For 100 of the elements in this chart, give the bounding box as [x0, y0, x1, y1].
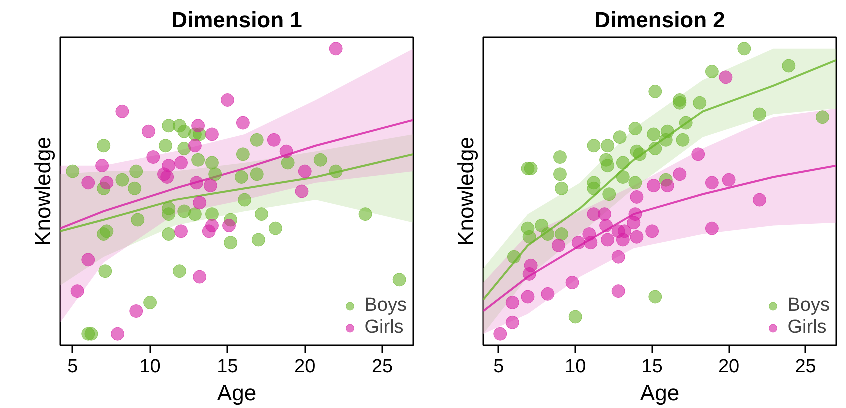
x-tick-label: 25 [372, 356, 394, 378]
y-axis-title: Knowledge [30, 137, 56, 246]
point [146, 150, 160, 164]
x-axis-title: Age [640, 380, 680, 406]
point [100, 224, 114, 238]
point [782, 59, 796, 73]
point [522, 267, 536, 281]
point [130, 164, 144, 178]
point [116, 173, 130, 187]
point [190, 176, 204, 190]
point [587, 139, 601, 153]
x-axis-title: Age [217, 380, 257, 406]
point [142, 124, 156, 138]
point [524, 162, 538, 176]
point [192, 153, 206, 167]
point [555, 228, 569, 242]
x-tick-label: 10 [140, 356, 161, 378]
point [250, 133, 264, 147]
point [494, 327, 508, 341]
point [208, 168, 222, 182]
point [236, 148, 250, 162]
point [692, 148, 706, 162]
point [587, 182, 601, 196]
point [602, 188, 616, 202]
point [280, 144, 294, 158]
point [612, 284, 626, 298]
point [601, 139, 615, 153]
point [238, 193, 252, 207]
point [521, 290, 535, 304]
point [205, 208, 219, 222]
point [97, 139, 111, 153]
point [648, 142, 662, 156]
point [188, 139, 202, 153]
point [236, 116, 250, 130]
point [601, 159, 615, 173]
point [673, 96, 687, 110]
point [522, 230, 536, 244]
point [679, 116, 693, 130]
point [659, 133, 673, 147]
point [616, 170, 630, 184]
point [314, 153, 328, 167]
legend-label: Girls [788, 317, 827, 339]
point [178, 124, 192, 138]
point [250, 168, 264, 182]
point [205, 128, 219, 142]
point [633, 148, 647, 162]
point [267, 133, 281, 147]
point [753, 193, 767, 207]
point [676, 133, 690, 147]
point [188, 208, 202, 222]
point [82, 253, 96, 267]
legend-label: Girls [364, 317, 404, 339]
point [162, 228, 176, 242]
point [628, 176, 642, 190]
point [555, 182, 569, 196]
point [162, 159, 176, 173]
point [100, 176, 114, 190]
point [162, 119, 176, 133]
point [738, 42, 752, 56]
point [601, 233, 615, 247]
point [673, 168, 687, 182]
point [705, 176, 719, 190]
point [506, 296, 520, 310]
point [392, 273, 406, 287]
point [572, 236, 586, 250]
point [600, 218, 614, 232]
point [553, 168, 567, 182]
point [96, 159, 110, 173]
point [553, 150, 567, 164]
point [693, 96, 707, 110]
x-tick-label: 15 [217, 356, 238, 378]
point [358, 208, 372, 222]
point [178, 204, 192, 218]
point [255, 208, 269, 222]
point [70, 284, 84, 298]
point [174, 156, 188, 170]
point [722, 173, 736, 187]
point [178, 142, 192, 156]
point [587, 208, 601, 222]
point [552, 238, 566, 252]
x-tick-label: 25 [795, 356, 816, 378]
x-tick-label: 20 [294, 356, 316, 378]
point [719, 70, 733, 84]
point [268, 222, 282, 236]
point [541, 287, 555, 301]
point [252, 233, 266, 247]
point [281, 156, 295, 170]
point [160, 170, 174, 184]
point [295, 184, 309, 198]
point [128, 182, 142, 196]
point [506, 316, 520, 330]
legend-label: Boys [364, 295, 407, 317]
x-tick-label: 15 [642, 356, 663, 378]
point [66, 164, 80, 178]
point [162, 208, 176, 222]
point [84, 327, 98, 341]
point [630, 190, 644, 204]
point [193, 270, 207, 284]
chart-title: Dimension 1 [172, 8, 302, 32]
point [627, 216, 641, 230]
